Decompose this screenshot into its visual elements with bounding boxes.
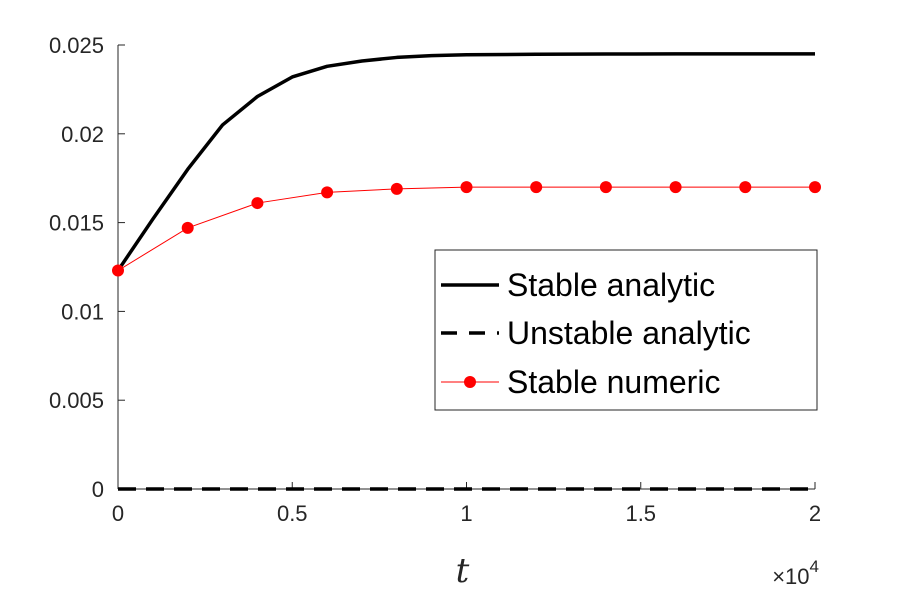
x-tick-label: 0	[112, 501, 124, 526]
data-point	[112, 264, 124, 277]
data-point	[809, 181, 821, 194]
x-tick-label: 0.5	[277, 501, 308, 526]
series-layer	[112, 52, 821, 491]
data-point	[460, 181, 473, 194]
data-point	[739, 181, 752, 194]
x-tick-label: 1	[460, 501, 472, 526]
y-tick-label: 0.025	[49, 33, 104, 58]
legend-label: Stable analytic	[507, 267, 715, 303]
x-exponent-label: ×104	[772, 557, 819, 589]
x-exponent-base: ×10	[772, 564, 809, 589]
data-point	[390, 182, 403, 195]
data-point	[181, 221, 194, 234]
y-tick-label: 0.015	[49, 211, 104, 236]
data-point	[530, 181, 543, 194]
series-line	[116, 52, 815, 272]
axes: 0 0.5 1 1.5 2 0 0.005 0.01 0.015 0.02 0.025 t ×104	[49, 33, 821, 591]
series-stable-analytic	[116, 52, 815, 272]
data-point	[321, 186, 334, 199]
data-point	[251, 197, 264, 210]
legend-label: Stable numeric	[507, 364, 720, 400]
legend-label: Unstable analytic	[507, 315, 751, 351]
x-tick-label: 2	[809, 501, 821, 526]
legend-marker	[464, 376, 476, 388]
x-tick-label: 1.5	[625, 501, 656, 526]
y-tick-label: 0	[92, 477, 104, 502]
x-axis-label: t	[456, 551, 470, 591]
series-stable-numeric	[112, 181, 821, 277]
y-tick-label: 0.01	[61, 299, 104, 324]
y-tick-label: 0.02	[61, 122, 104, 147]
data-point	[669, 181, 682, 194]
y-tick-label: 0.005	[49, 388, 104, 413]
legend: Stable analytic Unstable analytic Stable n…	[434, 249, 818, 411]
x-exponent-power: 4	[810, 557, 819, 576]
data-point	[599, 181, 612, 194]
legend-box	[434, 249, 818, 411]
